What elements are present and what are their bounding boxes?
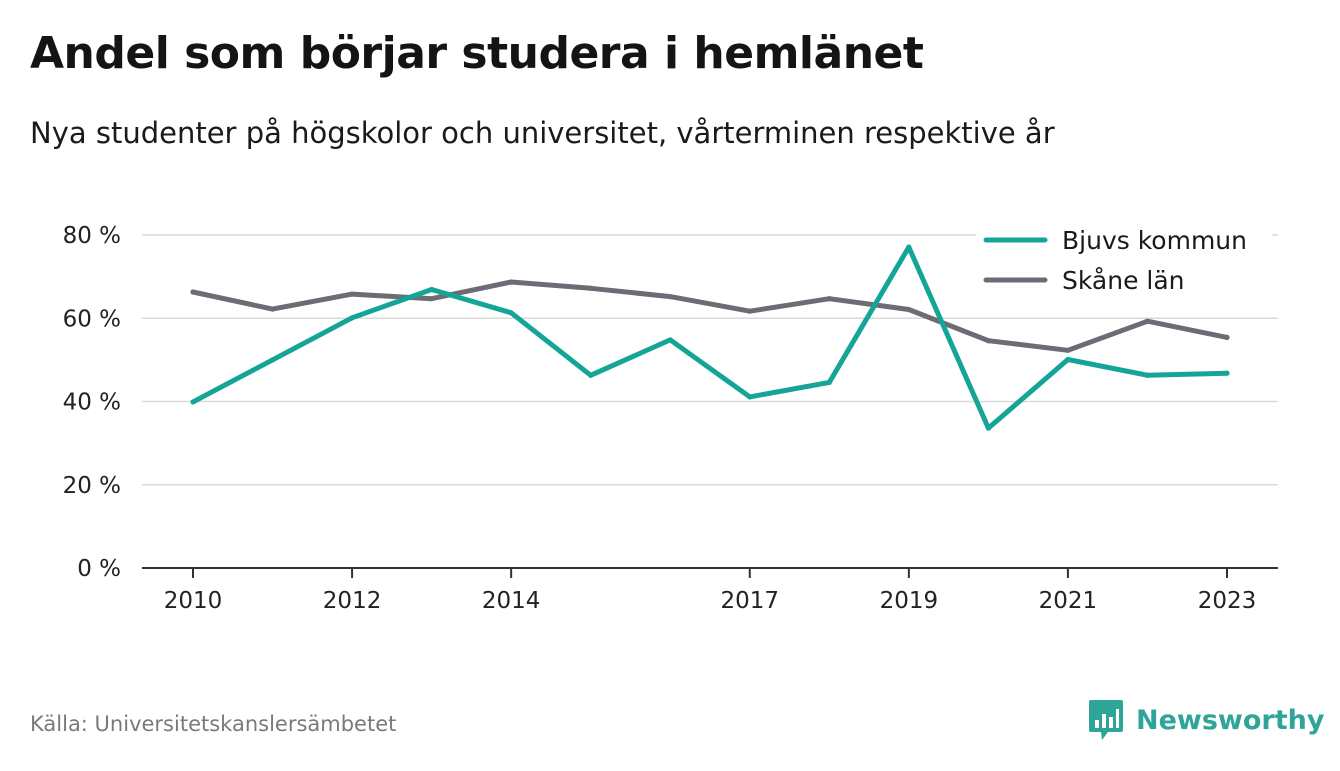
chart-title: Andel som börjar studera i hemlänet [30,28,924,79]
data-point-bjuvs-kommun [747,394,753,400]
data-point-sk-ne-l-n [1144,318,1151,324]
data-point-bjuvs-kommun [429,286,435,293]
data-point-sk-ne-l-n [1224,334,1230,340]
x-tick-label: 2017 [720,588,779,614]
data-point-sk-ne-l-n [588,285,594,291]
x-tick-label: 2010 [164,588,223,614]
data-point-bjuvs-kommun [508,310,514,316]
data-point-bjuvs-kommun [1065,356,1071,363]
data-point-bjuvs-kommun [269,357,276,363]
y-tick-label: 0 % [77,556,121,582]
data-point-sk-ne-l-n [508,279,514,285]
brand-name: Newsworthy [1136,704,1325,736]
data-point-sk-ne-l-n [906,306,912,313]
data-point-sk-ne-l-n [747,308,753,314]
legend-background [976,219,1272,307]
data-point-sk-ne-l-n [269,306,276,312]
brand-logo: Newsworthy [1088,696,1324,744]
y-tick-label: 60 % [63,306,121,332]
legend-label: Skåne län [1062,266,1185,295]
y-tick-label: 80 % [63,223,121,249]
y-tick-label: 40 % [63,390,121,416]
data-point-bjuvs-kommun [1224,370,1230,376]
data-point-sk-ne-l-n [826,296,832,302]
chart-subtitle: Nya studenter på högskolor och universit… [30,116,1055,150]
data-point-bjuvs-kommun [667,337,673,343]
series-line-sk-ne-l-n [190,279,1230,353]
data-point-bjuvs-kommun [826,379,832,385]
data-point-bjuvs-kommun [190,399,196,405]
data-point-bjuvs-kommun [588,372,594,378]
data-point-bjuvs-kommun [1144,372,1151,378]
data-point-sk-ne-l-n [349,291,355,297]
data-point-bjuvs-kommun [985,425,991,431]
legend-label: Bjuvs kommun [1062,226,1247,255]
x-tick-label: 2014 [482,588,541,614]
data-point-sk-ne-l-n [429,296,435,302]
bar-chart-speech-bubble-icon [1089,700,1123,740]
legend: Bjuvs kommun Skåne län [976,219,1272,307]
data-point-sk-ne-l-n [1065,347,1071,353]
x-tick-label: 2012 [323,588,382,614]
x-tick-label: 2021 [1039,588,1098,614]
y-axis-labels: 0 % 20 % 40 % 60 % 80 % [63,223,121,582]
data-point-sk-ne-l-n [190,289,196,295]
series-line-bjuvs-kommun [190,244,1230,431]
source-note: Källa: Universitetskanslersämbetet [30,712,397,736]
data-point-bjuvs-kommun [906,244,912,250]
y-tick-label: 20 % [63,473,121,499]
x-axis: 2010 2012 2014 2017 2019 2021 2023 [142,567,1278,614]
data-point-sk-ne-l-n [985,338,991,344]
x-tick-label: 2023 [1198,588,1257,614]
data-point-bjuvs-kommun [349,315,355,321]
series-lines [190,244,1230,431]
data-point-sk-ne-l-n [667,294,673,300]
x-tick-label: 2019 [880,588,939,614]
